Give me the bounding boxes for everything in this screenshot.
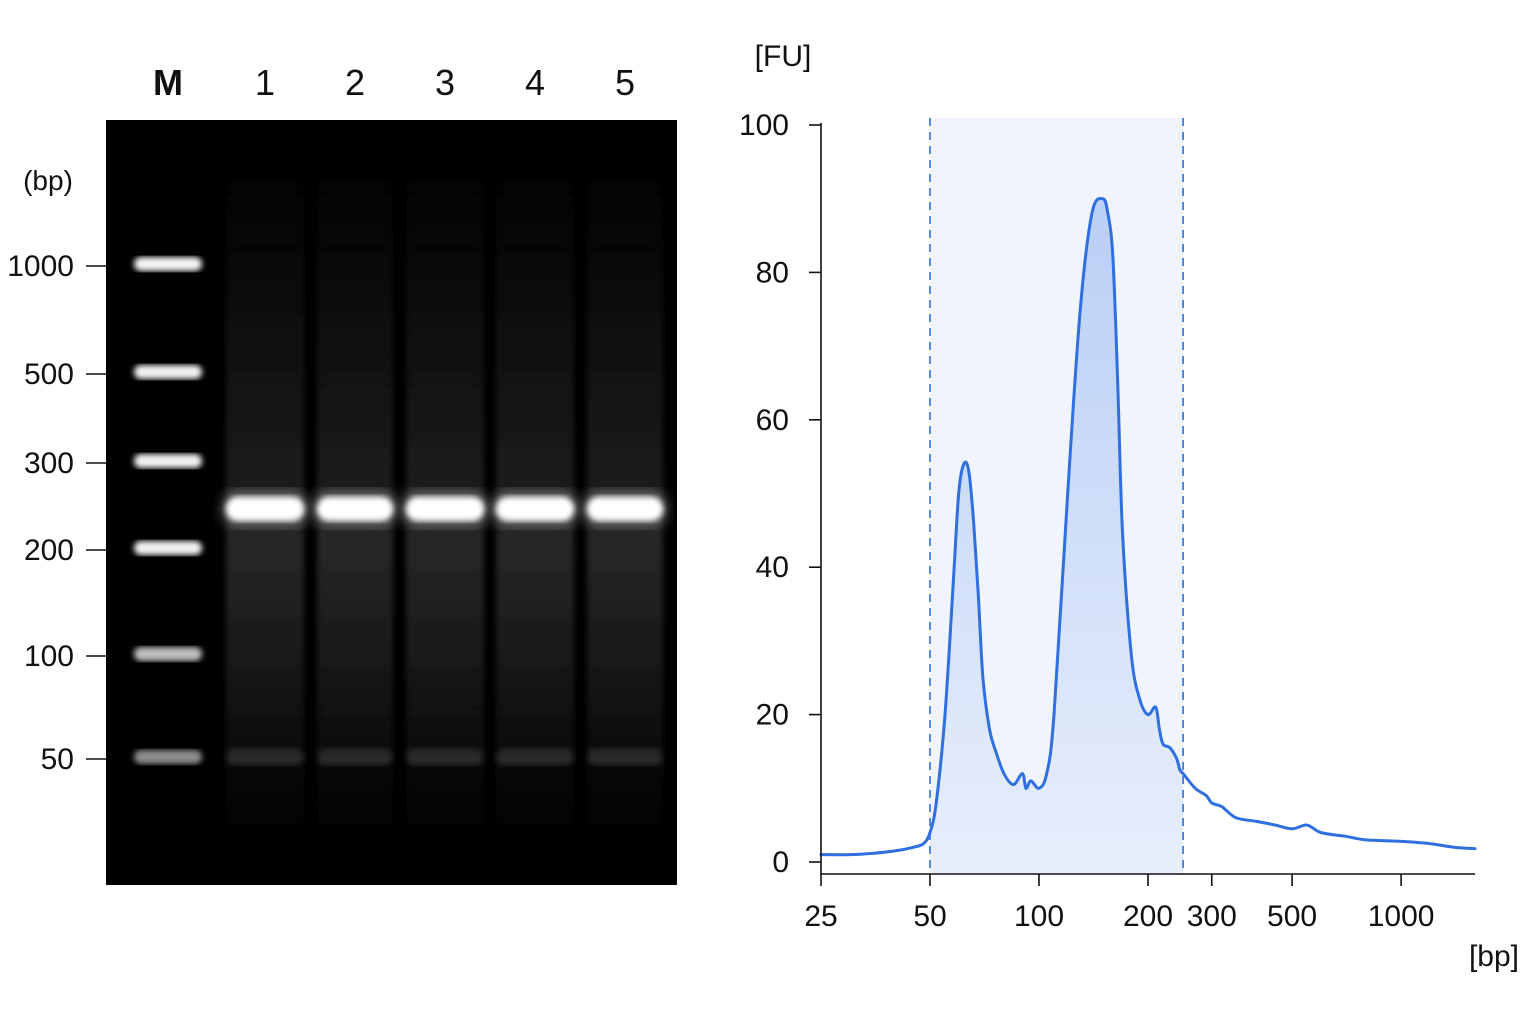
lane-lower-smear (317, 530, 393, 790)
lane-label: 2 (345, 62, 365, 103)
faint-band (317, 749, 393, 765)
ladder-band (134, 647, 202, 661)
lane-label: 3 (435, 62, 455, 103)
lane-lower-smear (226, 530, 304, 790)
ladder-tick-label: 50 (41, 743, 74, 776)
x-axis-label: [bp] (1469, 940, 1519, 973)
gel-unit-label: (bp) (23, 165, 73, 196)
x-tick-label: 50 (913, 900, 946, 933)
ladder-band (134, 454, 202, 468)
y-tick-label: 100 (739, 109, 789, 142)
x-tick-label: 500 (1267, 900, 1317, 933)
sample-band (317, 496, 393, 521)
x-tick-label: 25 (804, 900, 837, 933)
series-trace-line (819, 196, 1477, 857)
electropherogram-panel: 0 20 40 60 80 100 25 50 100 200 300 500 1000 [FU] [… (739, 40, 1519, 973)
ladder-tick-label: 300 (24, 447, 74, 480)
ladder-band (134, 750, 202, 764)
ladder-band (134, 541, 202, 555)
sample-band (587, 496, 663, 521)
y-tick-label: 80 (756, 256, 789, 289)
lane-label: M (153, 62, 183, 103)
gel-bands (134, 257, 667, 765)
lane-lower-smear (587, 530, 663, 790)
lane-label: 4 (525, 62, 545, 103)
x-tick-label: 100 (1014, 900, 1064, 933)
gel-panel: M 1 2 3 4 5 (bp) 1000 500 300 200 100 50 (7, 62, 677, 885)
faint-band (226, 749, 304, 765)
x-tick-label: 1000 (1368, 900, 1435, 933)
x-tick-label: 200 (1123, 900, 1173, 933)
lane-lower-smear (496, 530, 574, 790)
sample-band (406, 496, 484, 521)
lane-label: 1 (255, 62, 275, 103)
ladder-band (134, 257, 202, 271)
lane-label: 5 (615, 62, 635, 103)
gel-ladder-axis: 1000 500 300 200 100 50 (7, 250, 106, 776)
ladder-band (134, 365, 202, 379)
gel-lane-labels: M 1 2 3 4 5 (153, 62, 635, 103)
x-tick-label: 300 (1187, 900, 1237, 933)
y-tick-label: 0 (772, 846, 789, 879)
trace-area-fill (930, 198, 1184, 874)
sample-band (226, 496, 304, 521)
ladder-tick-label: 200 (24, 534, 74, 567)
y-tick-label: 20 (756, 699, 789, 732)
y-tick-label: 60 (756, 404, 789, 437)
faint-band (406, 749, 484, 765)
ladder-tick-label: 1000 (7, 250, 74, 283)
lane-lower-smear (406, 530, 484, 790)
y-axis-label: [FU] (755, 40, 812, 73)
ladder-tick-label: 100 (24, 640, 74, 673)
y-tick-label: 40 (756, 551, 789, 584)
x-axis-ticks: 25 50 100 200 300 500 1000 (804, 874, 1434, 933)
sample-band (496, 496, 574, 521)
y-axis-ticks: 0 20 40 60 80 100 (739, 109, 821, 879)
faint-band (587, 749, 663, 765)
faint-band (496, 749, 574, 765)
ladder-tick-label: 500 (24, 358, 74, 391)
